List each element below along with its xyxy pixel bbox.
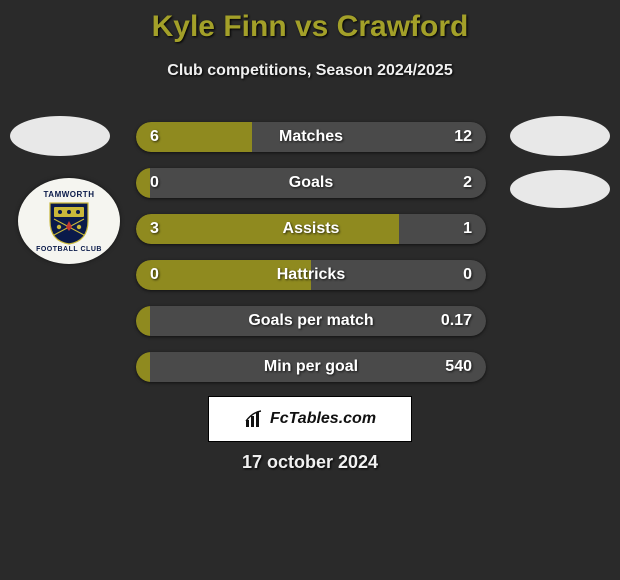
stat-bar-left-fill [136, 214, 399, 244]
club-badge: TAMWORTH FOOTBALL CLUB [18, 178, 120, 264]
comparison-bars: Matches612 Goals02 Assists31 Hattricks00 Goa… [136, 122, 486, 398]
stat-bar: Matches612 [136, 122, 486, 152]
footer-date: 17 october 2024 [0, 452, 620, 473]
player-avatar-right-secondary [510, 170, 610, 208]
brand-text: FcTables.com [270, 410, 376, 428]
subtitle: Club competitions, Season 2024/2025 [0, 62, 620, 80]
player-avatar-left [10, 116, 110, 156]
stat-bar-right-fill [150, 306, 486, 336]
stat-bar-left-fill [136, 122, 252, 152]
brand-badge[interactable]: FcTables.com [208, 396, 412, 442]
stats-comparison-card: Kyle Finn vs Crawford Club competitions,… [0, 0, 620, 580]
club-badge-bottom-text: FOOTBALL CLUB [36, 246, 102, 253]
stat-bar: Goals per match0.17 [136, 306, 486, 336]
club-shield-icon [48, 201, 90, 245]
stat-bar-left-fill [136, 306, 150, 336]
stat-bar-right-fill [399, 214, 487, 244]
stat-bar-left-fill [136, 352, 150, 382]
stat-bar: Assists31 [136, 214, 486, 244]
stat-bar-right-fill [311, 260, 486, 290]
stat-bar-right-fill [150, 352, 486, 382]
stat-bar-right-fill [150, 168, 486, 198]
stat-bar: Min per goal540 [136, 352, 486, 382]
player-avatar-right [510, 116, 610, 156]
stat-bar-left-fill [136, 168, 150, 198]
stat-bar-right-fill [252, 122, 487, 152]
stat-bar: Hattricks00 [136, 260, 486, 290]
stat-bar-left-fill [136, 260, 311, 290]
stat-bar: Goals02 [136, 168, 486, 198]
brand-logo-icon [244, 409, 264, 429]
club-badge-top-text: TAMWORTH [44, 190, 95, 199]
page-title: Kyle Finn vs Crawford [0, 0, 620, 44]
